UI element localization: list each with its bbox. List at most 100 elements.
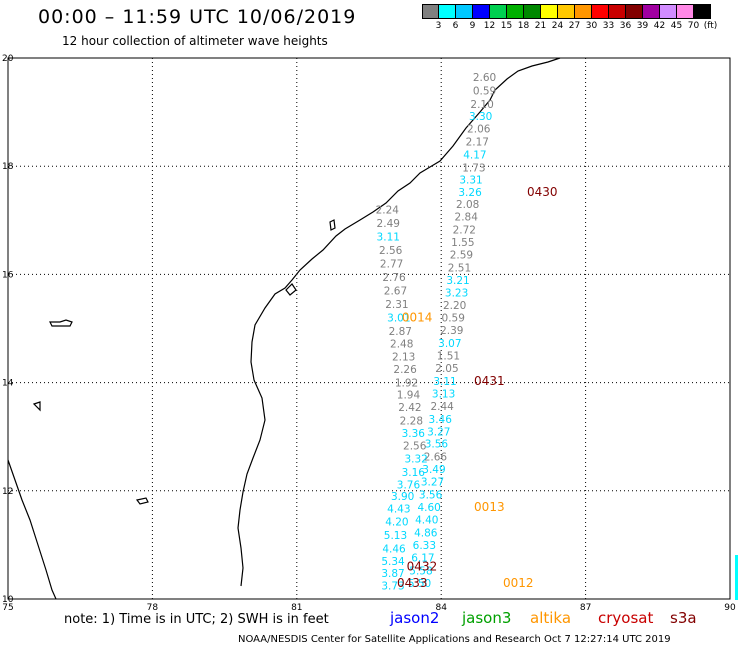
wave-height-value: 2.44 [430, 401, 454, 413]
lon-tick-label: 75 [2, 603, 13, 613]
wave-height-value: 3.27 [421, 477, 444, 489]
wave-height-value: 3.26 [458, 187, 482, 199]
wave-height-value: 4.46 [382, 544, 406, 556]
wave-height-value: 2.05 [435, 363, 458, 375]
wave-height-value: 6.17 [411, 552, 434, 564]
pass-time-label: 0014 [402, 311, 433, 325]
scale-swatch [456, 4, 473, 19]
lon-tick-label: 90 [724, 603, 736, 613]
wave-height-value: 2.59 [450, 249, 473, 261]
wave-height-value: 2.56 [403, 440, 427, 452]
scale-label: 3 [435, 21, 442, 31]
wave-height-value: 3.36 [402, 428, 426, 440]
scale-swatch [575, 4, 592, 19]
lat-tick-label: 20 [2, 54, 14, 64]
island-3 [329, 219, 336, 231]
wave-height-value: 2.28 [400, 415, 423, 427]
wave-height-value: 2.66 [424, 452, 448, 464]
lon-tick-label: 78 [147, 603, 159, 613]
wave-height-value: 3.13 [432, 388, 455, 400]
lat-tick-label: 14 [2, 379, 14, 389]
wave-height-value: 3.11 [377, 232, 400, 244]
scale-swatch [490, 4, 507, 19]
wave-height-color-scale [422, 4, 711, 19]
wave-height-value: 2.60 [473, 72, 496, 84]
credit-line: NOAA/NESDIS Center for Satellite Applica… [238, 634, 671, 645]
scale-label: 18 [517, 21, 530, 31]
wave-height-value: 3.46 [429, 414, 453, 426]
scale-label: 27 [568, 21, 581, 31]
legend-item-s3a: s3a [670, 609, 697, 627]
pass-time-label: 0012 [503, 576, 534, 590]
scale-swatch [626, 4, 643, 19]
scale-label: 6 [452, 21, 459, 31]
island-1 [49, 319, 73, 327]
scale-swatch [439, 4, 456, 19]
wave-height-value: 2.08 [456, 199, 479, 211]
map-subtitle: 12 hour collection of altimeter wave hei… [62, 34, 328, 48]
scale-label: 15 [500, 21, 513, 31]
scale-label: 21 [534, 21, 547, 31]
wave-height-value: 1.55 [451, 237, 474, 249]
scale-label: 36 [619, 21, 632, 31]
wave-height-value: 2.77 [380, 259, 403, 271]
wave-height-value: 3.76 [397, 479, 421, 491]
scale-swatch [660, 4, 677, 19]
scale-label: 30 [585, 21, 598, 31]
scale-swatch [643, 4, 660, 19]
wave-height-value: 3.87 [381, 568, 404, 580]
wave-height-value: 3.01 [387, 313, 410, 325]
scale-swatch [524, 4, 541, 19]
wave-height-value: 2.49 [377, 218, 400, 230]
pass-time-label: 0013 [474, 500, 505, 514]
wave-height-value: 3.31 [459, 175, 482, 187]
wave-height-value: 2.56 [379, 245, 403, 257]
wave-height-value: 4.20 [385, 517, 408, 529]
wave-height-value: 3.49 [422, 464, 445, 476]
wave-height-value: 3.73 [381, 580, 404, 592]
scale-swatch [694, 4, 711, 19]
legend-item-jason3: jason3 [462, 609, 512, 627]
wave-height-value: 2.67 [384, 286, 407, 298]
wave-height-value: 2.84 [455, 212, 479, 224]
wave-height-value: 2.76 [382, 272, 406, 284]
wave-height-value: 6.33 [413, 540, 436, 552]
scale-swatch [507, 4, 524, 19]
scale-label: 39 [636, 21, 649, 31]
scale-swatch [609, 4, 626, 19]
wave-height-value: 3.23 [445, 287, 468, 299]
wave-height-value: 2.17 [466, 136, 489, 148]
scale-label: 12 [483, 21, 496, 31]
wave-height-value: 1.51 [437, 351, 460, 363]
wave-height-value: 5.13 [384, 530, 407, 542]
island-4 [285, 283, 297, 296]
lat-tick-label: 16 [2, 270, 14, 280]
legend-item-cryosat: cryosat [598, 609, 654, 627]
wave-height-value: 2.42 [398, 402, 421, 414]
wave-height-value: 3.27 [427, 426, 450, 438]
wave-height-value: 2.06 [467, 123, 491, 135]
wave-height-value: 5.34 [381, 556, 405, 568]
wave-height-value: 1.73 [462, 162, 485, 174]
lon-tick-label: 84 [435, 603, 447, 613]
island-2 [135, 497, 149, 505]
scale-swatch [558, 4, 575, 19]
wave-height-value: 2.24 [376, 204, 400, 216]
scale-label: 24 [551, 21, 564, 31]
scale-swatch [677, 4, 694, 19]
legend-item-altika: altika [530, 609, 572, 627]
right-edge-marks [735, 555, 738, 600]
scale-swatch [541, 4, 558, 19]
wave-height-value: 3.21 [446, 275, 469, 287]
wave-height-value: 3.90 [391, 491, 414, 503]
wave-height-value: 2.87 [389, 326, 412, 338]
coastline [7, 57, 561, 600]
wave-height-value: 3.16 [402, 467, 426, 479]
footer-note: note: 1) Time is in UTC; 2) SWH is in fe… [64, 612, 329, 627]
scale-label: 42 [653, 21, 666, 31]
scale-swatch [422, 4, 439, 19]
observation-labels: 2.600.592.103.302.062.174.171.733.313.26… [376, 72, 497, 593]
pass-time-label: 0433 [397, 576, 428, 590]
